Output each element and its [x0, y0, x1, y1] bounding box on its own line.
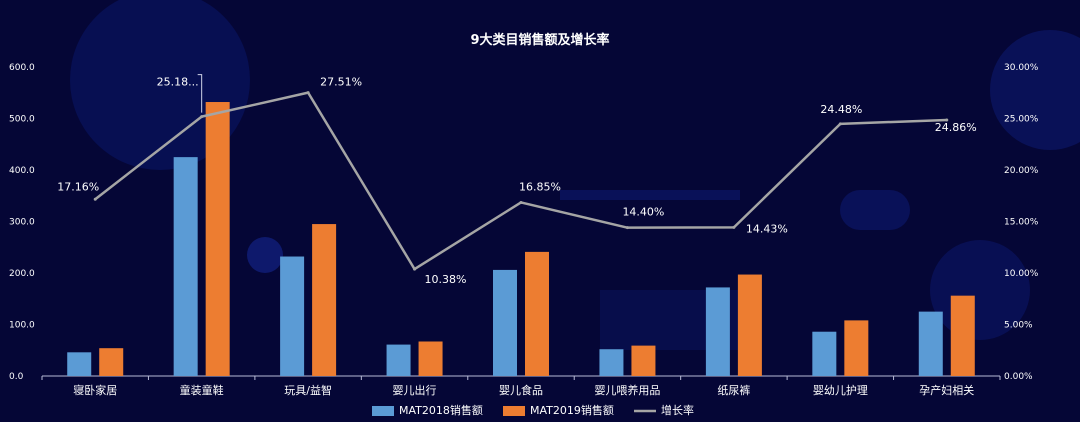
legend-label: MAT2018销售额 — [399, 403, 483, 417]
growth-rate-point — [625, 226, 629, 230]
bar-mat2018 — [493, 269, 517, 376]
bar-mat2018 — [280, 256, 305, 376]
growth-rate-point — [519, 200, 523, 204]
growth-rate-label: 14.43% — [746, 222, 788, 235]
legend-swatch — [503, 406, 525, 416]
legend-label: MAT2019销售额 — [530, 403, 614, 417]
bar-mat2019 — [99, 348, 124, 376]
bar-mat2018 — [173, 157, 198, 376]
category-label: 婴儿食品 — [499, 383, 543, 397]
growth-rate-point — [93, 197, 97, 201]
left-axis-tick-label: 200.0 — [9, 269, 35, 279]
left-axis-tick-label: 0.0 — [9, 372, 24, 382]
growth-line — [93, 91, 949, 271]
bar-mat2019 — [525, 251, 549, 376]
left-axis-tick-label: 100.0 — [9, 321, 35, 331]
bars — [67, 102, 975, 377]
category-label: 婴幼儿护理 — [813, 383, 868, 397]
category-label: 纸尿裤 — [717, 383, 750, 397]
bar-mat2018 — [67, 352, 92, 376]
bar-mat2019 — [312, 224, 337, 376]
growth-rate-label: 27.51% — [320, 76, 362, 89]
bar-mat2018 — [918, 311, 943, 376]
growth-rate-label: 17.16% — [57, 180, 99, 193]
chart-title: 9大类目销售额及增长率 — [470, 32, 609, 48]
category-label: 婴儿出行 — [393, 383, 437, 397]
growth-rate-label: 10.38% — [425, 273, 467, 286]
growth-rate-label: 16.85% — [519, 180, 561, 193]
bar-mat2019 — [844, 320, 869, 376]
growth-rate-point — [306, 91, 310, 95]
growth-rate-point — [945, 118, 949, 122]
growth-rate-point — [732, 225, 736, 229]
growth-rate-point — [413, 267, 417, 271]
growth-rate-label: 24.48% — [820, 103, 862, 116]
category-label: 童装童鞋 — [180, 383, 224, 397]
left-axis-tick-label: 600.0 — [9, 63, 35, 73]
growth-rate-label: 14.40% — [622, 206, 664, 219]
category-label: 寝卧家居 — [73, 383, 117, 397]
growth-rate-label: 24.86% — [935, 121, 977, 134]
label-leader-line — [197, 74, 203, 113]
bar-mat2018 — [386, 344, 411, 376]
right-axis-tick-label: 5.00% — [1004, 321, 1033, 331]
right-axis-tick-label: 10.00% — [1004, 269, 1039, 279]
left-axis-tick-label: 300.0 — [9, 218, 35, 228]
bar-mat2019 — [205, 102, 230, 377]
right-axis-tick-label: 30.00% — [1004, 63, 1039, 73]
bar-mat2018 — [812, 331, 837, 376]
right-axis-tick-label: 20.00% — [1004, 166, 1039, 176]
growth-rate-point — [838, 122, 842, 126]
left-axis-tick-label: 500.0 — [9, 115, 35, 125]
bar-mat2019 — [950, 295, 975, 376]
right-axis-tick-label: 25.00% — [1004, 115, 1039, 125]
category-label: 孕产妇相关 — [919, 383, 974, 397]
legend-swatch — [372, 406, 394, 416]
legend-label: 增长率 — [661, 403, 694, 417]
right-axis-tick-label: 0.00% — [1004, 372, 1033, 382]
bar-mat2018 — [599, 349, 624, 376]
axes: 0.0 100.0 200.0 300.0 400.0 500.0 600.0 0.00% 5.… — [9, 63, 1039, 397]
category-label: 婴儿喂养用品 — [594, 383, 660, 397]
growth-rate-point — [200, 115, 204, 119]
bar-mat2019 — [631, 345, 656, 376]
left-axis-tick-label: 400.0 — [9, 166, 35, 176]
bar-mat2018 — [705, 287, 730, 376]
bar-mat2019 — [737, 274, 762, 376]
category-label: 玩具/益智 — [284, 383, 332, 397]
bar-mat2019 — [418, 341, 443, 376]
line-data-labels: 17.16% 25.18... 27.51% 10.38% 16.85% 14.40% 14… — [57, 74, 977, 286]
growth-rate-label: 25.18... — [157, 76, 199, 89]
legend: MAT2018销售额 MAT2019销售额 增长率 — [372, 403, 694, 417]
right-axis-tick-label: 15.00% — [1004, 218, 1039, 228]
